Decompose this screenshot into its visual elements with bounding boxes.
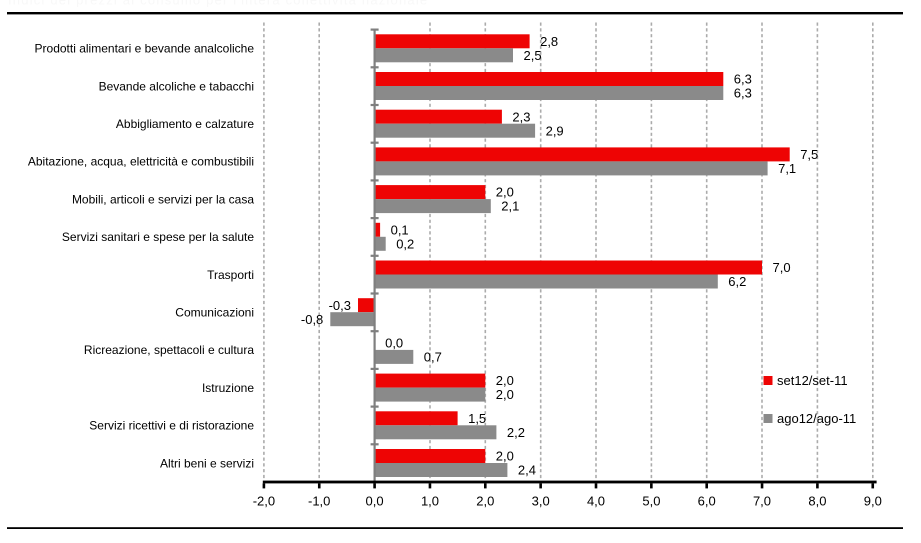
svg-text:0,2: 0,2 (396, 236, 414, 251)
svg-text:ago12/ago-11: ago12/ago-11 (777, 411, 856, 426)
svg-text:Altri beni e servizi: Altri beni e servizi (160, 456, 254, 470)
svg-text:2,0: 2,0 (496, 373, 514, 388)
svg-text:Trasporti: Trasporti (207, 268, 254, 282)
svg-text:1,5: 1,5 (468, 411, 486, 426)
svg-text:Bevande alcoliche e tabacchi: Bevande alcoliche e tabacchi (99, 79, 254, 93)
svg-text:Prodotti alimentari e bevande: Prodotti alimentari e bevande analcolich… (35, 42, 255, 56)
svg-text:0,7: 0,7 (424, 350, 442, 365)
svg-text:Abbigliamento e calzature: Abbigliamento e calzature (116, 117, 254, 131)
svg-text:2,3: 2,3 (512, 109, 530, 124)
svg-text:0,1: 0,1 (391, 222, 409, 237)
svg-text:2,8: 2,8 (540, 34, 558, 49)
svg-text:-0,3: -0,3 (329, 298, 351, 313)
svg-text:Comunicazioni: Comunicazioni (175, 306, 254, 320)
svg-text:7,0: 7,0 (773, 260, 791, 275)
svg-text:2,0: 2,0 (496, 185, 514, 200)
svg-text:-1,0: -1,0 (308, 494, 330, 509)
svg-text:2,0: 2,0 (476, 494, 494, 509)
svg-text:0,0: 0,0 (385, 336, 403, 351)
svg-text:2,5: 2,5 (524, 48, 542, 63)
svg-text:7,5: 7,5 (800, 147, 818, 162)
svg-text:0,0: 0,0 (366, 494, 384, 509)
svg-text:7,0: 7,0 (753, 494, 771, 509)
svg-text:Indici dei prezzi al consumo p: Indici dei prezzi al consumo per l'inter… (8, 0, 428, 8)
svg-text:Istruzione: Istruzione (202, 381, 254, 395)
svg-text:4,0: 4,0 (587, 494, 605, 509)
svg-text:8,0: 8,0 (808, 494, 826, 509)
svg-text:6,0: 6,0 (698, 494, 716, 509)
svg-text:-0,8: -0,8 (301, 312, 323, 327)
svg-text:Ricreazione, spettacoli e cult: Ricreazione, spettacoli e cultura (84, 343, 254, 357)
svg-text:Servizi sanitari e spese per l: Servizi sanitari e spese per la salute (62, 230, 254, 244)
svg-text:5,0: 5,0 (642, 494, 660, 509)
svg-text:Servizi ricettivi e di ristora: Servizi ricettivi e di ristorazione (89, 419, 254, 433)
svg-text:2,0: 2,0 (496, 449, 514, 464)
svg-text:2,9: 2,9 (546, 123, 564, 138)
svg-text:-2,0: -2,0 (253, 494, 275, 509)
svg-text:2,2: 2,2 (507, 425, 525, 440)
svg-text:2,1: 2,1 (501, 199, 519, 214)
svg-text:7,1: 7,1 (778, 161, 796, 176)
svg-text:3,0: 3,0 (532, 494, 550, 509)
svg-text:1,0: 1,0 (421, 494, 439, 509)
svg-text:6,3: 6,3 (734, 86, 752, 101)
svg-text:set12/set-11: set12/set-11 (777, 373, 848, 388)
svg-text:2,0: 2,0 (496, 387, 514, 402)
svg-text:6,2: 6,2 (728, 274, 746, 289)
svg-text:Mobili, articoli e servizi per: Mobili, articoli e servizi per la casa (72, 192, 254, 206)
svg-text:9,0: 9,0 (864, 494, 882, 509)
svg-text:Abitazione, acqua, elettricità: Abitazione, acqua, elettricità e combust… (28, 155, 254, 169)
svg-text:2,4: 2,4 (518, 463, 536, 478)
svg-text:6,3: 6,3 (734, 72, 752, 87)
